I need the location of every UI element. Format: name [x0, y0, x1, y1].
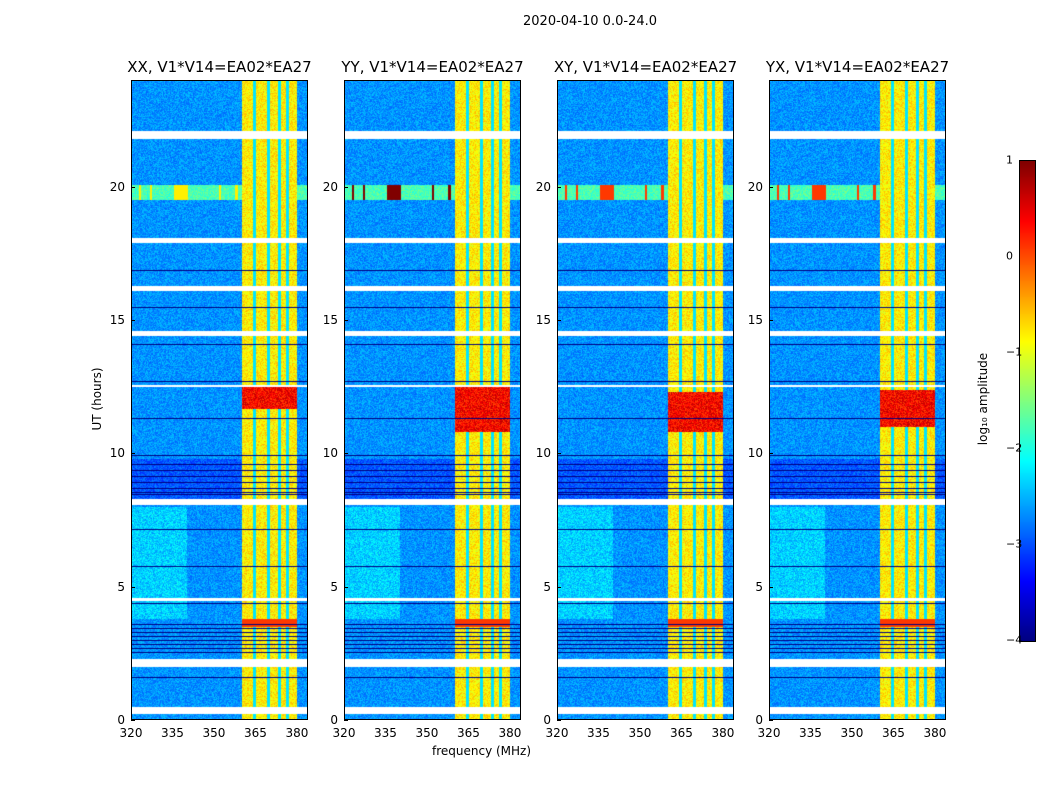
- y-tick-mark: [769, 720, 773, 721]
- colorbar-tick-label: −4: [1006, 633, 1023, 647]
- y-tick-mark: [131, 320, 135, 321]
- y-tick-label: 20: [747, 179, 763, 194]
- y-tick-mark: [344, 720, 348, 721]
- plot-frame: [769, 80, 946, 720]
- y-tick-mark: [769, 186, 773, 188]
- y-tick-label: 5: [330, 579, 338, 594]
- x-tick-label: 335: [161, 726, 184, 740]
- y-tick-mark: [769, 586, 773, 588]
- y-tick-label: 10: [109, 446, 125, 461]
- y-tick-mark: [131, 586, 135, 588]
- y-tick-mark: [344, 586, 348, 588]
- colorbar-tick-label: −1: [1006, 345, 1023, 359]
- y-tick-mark: [557, 453, 561, 455]
- x-tick-label: 380: [711, 726, 735, 740]
- y-axis-label: UT (hours): [90, 367, 104, 431]
- x-tick-label: 365: [244, 726, 267, 740]
- y-tick-label: 20: [109, 179, 125, 194]
- x-tick-label: 335: [374, 726, 397, 740]
- x-tick-label: 380: [285, 726, 309, 740]
- x-tick-label: 320: [757, 726, 781, 740]
- x-axis-label: frequency (MHz): [432, 744, 532, 758]
- spectrogram-heatmap: [769, 80, 946, 720]
- y-tick-mark: [557, 586, 561, 588]
- x-tick-label: 320: [119, 726, 143, 740]
- y-tick-label: 0: [543, 713, 551, 727]
- y-tick-label: 15: [747, 313, 763, 327]
- panel-0: XX, V1*V14=EA02*EA27 320 335 350 365 380 0 5 10 1…: [110, 58, 312, 740]
- y-tick-mark: [344, 320, 348, 321]
- y-tick-label: 0: [330, 713, 338, 727]
- y-tick-label: 10: [535, 446, 551, 461]
- x-tick-label: 365: [882, 726, 905, 740]
- y-tick-label: 20: [535, 179, 551, 194]
- x-tick-label: 350: [202, 726, 226, 740]
- x-tick-label: 320: [332, 726, 356, 740]
- y-tick-mark: [769, 320, 773, 321]
- panel-3: YX, V1*V14=EA02*EA27 320 335 350 365 380 0 5 10 1…: [748, 58, 949, 740]
- plot-frame: [557, 80, 734, 720]
- panel-title: XX, V1*V14=EA02*EA27: [127, 58, 312, 76]
- y-tick-mark: [131, 720, 135, 721]
- y-tick-label: 15: [535, 313, 551, 327]
- colorbar-tick-label: −2: [1006, 441, 1023, 455]
- y-tick-mark: [769, 453, 773, 455]
- y-tick-label: 15: [109, 313, 125, 327]
- colorbar-label: log₁₀ amplitude: [976, 352, 990, 446]
- colorbar-tick-label: −3: [1006, 537, 1023, 551]
- x-tick-label: 365: [670, 726, 693, 740]
- y-tick-label: 20: [322, 179, 338, 194]
- colorbar: [1019, 160, 1036, 642]
- colorbar-tick-label: 0: [1006, 249, 1013, 263]
- panel-title: XY, V1*V14=EA02*EA27: [553, 58, 738, 76]
- y-tick-label: 10: [747, 446, 763, 461]
- y-tick-label: 15: [322, 313, 338, 327]
- y-tick-label: 0: [117, 713, 125, 727]
- panel-1: YY, V1*V14=EA02*EA27 320 335 350 365 380 0 5 10 1…: [323, 58, 524, 740]
- spectrogram-heatmap: [131, 80, 308, 720]
- panel-title: YX, V1*V14=EA02*EA27: [765, 58, 950, 76]
- x-tick-label: 335: [799, 726, 822, 740]
- x-tick-label: 350: [840, 726, 864, 740]
- plot-frame: [131, 80, 308, 720]
- x-tick-label: 350: [415, 726, 439, 740]
- x-tick-label: 335: [587, 726, 610, 740]
- x-tick-label: 380: [923, 726, 947, 740]
- y-tick-label: 5: [117, 579, 125, 594]
- y-tick-label: 5: [755, 579, 763, 594]
- y-tick-mark: [557, 720, 561, 721]
- colorbar-tick-label: 1: [1006, 153, 1013, 167]
- panel-2: XY, V1*V14=EA02*EA27 320 335 350 365 380 0 5 10 1…: [536, 58, 737, 740]
- plot-frame: [344, 80, 521, 720]
- y-tick-label: 5: [543, 579, 551, 594]
- x-tick-label: 350: [628, 726, 652, 740]
- x-tick-label: 380: [498, 726, 522, 740]
- spectrogram-heatmap: [344, 80, 521, 720]
- y-tick-mark: [131, 186, 135, 188]
- y-tick-label: 10: [322, 446, 338, 461]
- panel-title: YY, V1*V14=EA02*EA27: [341, 58, 524, 76]
- y-tick-mark: [344, 186, 348, 188]
- y-tick-mark: [344, 453, 348, 455]
- x-tick-label: 320: [545, 726, 569, 740]
- y-tick-mark: [557, 320, 561, 321]
- y-tick-label: 0: [755, 713, 763, 727]
- figure-title: 2020-04-10 0.0-24.0: [523, 14, 657, 29]
- x-tick-label: 365: [457, 726, 480, 740]
- y-tick-mark: [131, 453, 135, 455]
- spectrogram-heatmap: [557, 80, 734, 720]
- y-tick-mark: [557, 186, 561, 188]
